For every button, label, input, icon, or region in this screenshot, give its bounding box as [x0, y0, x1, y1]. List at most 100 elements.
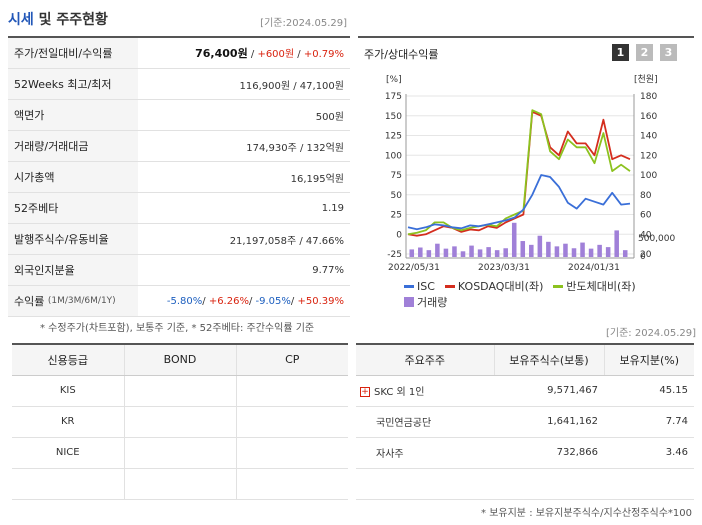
summary-row-foreign: 외국인지분율 9.77% [8, 255, 350, 286]
summary-value: 21,197,058주 / 47.66% [229, 235, 344, 247]
summary-label: 외국인지분율 [8, 255, 138, 285]
volume-bar [520, 241, 526, 257]
holder-name: 자사주 [356, 437, 494, 469]
volume-bar [486, 247, 491, 257]
chart-panel: 주가/상대수익률 1 2 3 [%] [천원] 175 150 125 100 75 50… [358, 36, 694, 310]
holder-shares: 9,571,467 [494, 375, 604, 407]
summary-value: 116,900원 / 47,100원 [239, 80, 344, 92]
table-row: KR [12, 406, 348, 438]
x-tick-label: 2022/05/31 [388, 263, 440, 273]
legend-box-icon [404, 297, 414, 307]
summary-label: 액면가 [8, 100, 138, 130]
summary-label: 발행주식수/유동비율 [8, 224, 138, 254]
summary-label: 수익률 (1M/3M/6M/1Y) [8, 286, 138, 316]
right-tick-label: 80 [640, 191, 652, 201]
summary-label: 거래량/거래대금 [8, 131, 138, 161]
table-row: + SKC 외 1인 9,571,467 45.15 [356, 375, 694, 407]
holders-header: 보유주식수(보통) [494, 344, 605, 376]
left-tick-label: 75 [391, 171, 402, 181]
left-tick-label: 150 [385, 112, 402, 122]
legend-item-semi[interactable]: 반도체대비(좌) [553, 278, 636, 294]
summary-label: 52Weeks 최고/최저 [8, 69, 138, 99]
holder-name: 국민연금공단 [356, 406, 494, 438]
current-price: 76,400원 [195, 47, 248, 60]
base-date: [기준:2024.05.29] [260, 18, 347, 29]
volume-bar [494, 250, 500, 257]
holder-pct: 7.74 [604, 406, 694, 438]
legend-item-isc[interactable]: ISC [404, 278, 435, 294]
price-summary-table: 주가/전일대비/수익률 76,400원 / +600원 / +0.79% 52W… [8, 36, 350, 317]
price-change-rate: +0.79% [303, 49, 344, 60]
summary-value: 76,400원 / +600원 / +0.79% [195, 47, 344, 60]
chart-period-button-1[interactable]: 1 [612, 44, 629, 61]
holders-header: 보유지분(%) [604, 344, 694, 376]
credit-cp [236, 406, 348, 438]
legend-item-volume[interactable]: 거래량 [404, 294, 447, 310]
table-row: 자사주 732,866 3.46 [356, 437, 694, 469]
return-3m: +6.26% [208, 295, 249, 307]
price-chart: [%] [천원] 175 150 125 100 75 50 25 0 -25 180 160 14… [385, 74, 676, 273]
credit-agency [12, 468, 125, 500]
left-tick-label: 125 [385, 132, 402, 142]
left-axis-ticks: 175 150 125 100 75 50 25 0 -25 [385, 92, 402, 260]
left-tick-label: 25 [391, 211, 402, 221]
volume-bar [409, 249, 415, 257]
right-tick-label: 100 [640, 171, 657, 181]
summary-row-52w: 52Weeks 최고/최저 116,900원 / 47,100원 [8, 69, 350, 100]
table-row [356, 468, 694, 500]
legend-line-icon [553, 284, 564, 288]
left-tick-label: -25 [387, 250, 402, 260]
summary-label: 주가/전일대비/수익률 [8, 38, 138, 68]
volume-bar [443, 248, 449, 257]
summary-row-returns: 수익률 (1M/3M/6M/1Y) -5.80%/ +6.26%/ -9.05%… [8, 286, 350, 317]
right-tick-label: 180 [640, 92, 657, 102]
summary-row-price: 주가/전일대비/수익률 76,400원 / +600원 / +0.79% [8, 38, 350, 69]
chart-period-button-2[interactable]: 2 [636, 44, 653, 61]
summary-label: 52주베타 [8, 193, 138, 223]
chart-title: 주가/상대수익률 [364, 48, 439, 61]
credit-rating-table: 신용등급 BOND CP KIS KR NICE [12, 343, 348, 500]
credit-header: 신용등급 [12, 344, 125, 376]
right-tick-label: 60 [640, 211, 652, 221]
volume-bar [452, 246, 457, 257]
section-title-sub: 및 주주현황 [33, 12, 108, 28]
summary-value: 16,195억원 [290, 173, 344, 185]
table-row: NICE [12, 437, 348, 469]
summary-row-par-value: 액면가 500원 [8, 100, 350, 131]
credit-cp [236, 468, 348, 500]
credit-bond [124, 375, 237, 407]
legend-line-icon [444, 284, 455, 288]
return-1y: +50.39% [297, 295, 344, 307]
expand-icon[interactable]: + [360, 387, 370, 397]
volume-bar [503, 248, 508, 257]
chart-period-button-3[interactable]: 3 [660, 44, 677, 61]
volume-bar [622, 250, 628, 257]
major-holders-table: 주요주주 보유주식수(보통) 보유지분(%) + SKC 외 1인 9,571,4… [356, 343, 694, 500]
volume-tick: 500,000 [638, 234, 675, 244]
credit-header: CP [236, 344, 348, 376]
volume-bar [460, 251, 466, 257]
volume-bar [571, 248, 577, 257]
holder-pct: 3.46 [604, 437, 694, 469]
table-row: KIS [12, 375, 348, 407]
returns-periods: (1M/3M/6M/1Y) [47, 296, 116, 306]
section-title: 시세 및 주주현황 [8, 9, 108, 29]
volume-bar [614, 230, 619, 257]
right-tick-label: 120 [640, 151, 657, 161]
credit-bond [124, 437, 237, 469]
legend-item-kosdaq[interactable]: KOSDAQ대비(좌) [444, 278, 543, 294]
summary-label: 시가총액 [8, 162, 138, 192]
right-axis-ticks: 180 160 140 120 100 80 60 40 20 [640, 92, 657, 260]
volume-bar [554, 246, 560, 257]
volume-bar [588, 248, 594, 257]
chart-legend: ISC KOSDAQ대비(좌) 반도체대비(좌) [404, 278, 636, 294]
volume-bar [605, 247, 611, 257]
summary-row-shares: 발행주식수/유동비율 21,197,058주 / 47.66% [8, 224, 350, 255]
summary-value: 174,930주 / 132억원 [246, 142, 344, 154]
chart-gridlines [406, 95, 634, 255]
summary-footnote: * 수정주가(차트포함), 보통주 기준, * 52주베타: 주간수익률 기준 [40, 323, 315, 334]
summary-row-volume: 거래량/거래대금 174,930주 / 132억원 [8, 131, 350, 162]
left-tick-label: 100 [385, 151, 402, 161]
summary-row-market-cap: 시가총액 16,195억원 [8, 162, 350, 193]
right-tick-label: 20 [640, 250, 652, 260]
